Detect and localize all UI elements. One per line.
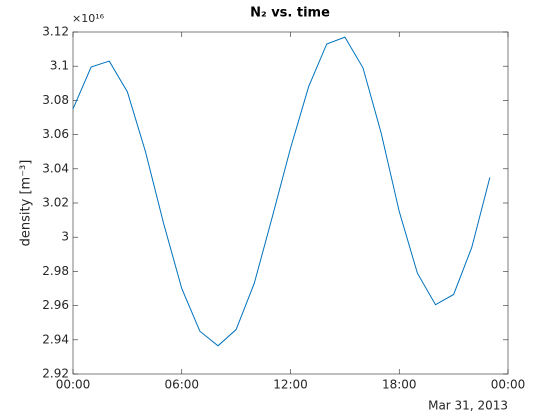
x-date-label: Mar 31, 2013 (428, 399, 508, 413)
y-tick-label: 2.98 (42, 264, 69, 278)
y-tick-label: 3.04 (42, 161, 69, 175)
y-tick-label: 2.96 (42, 298, 69, 312)
x-tick-label: 00:00 (491, 378, 526, 392)
y-tick-label: 3.08 (42, 93, 69, 107)
data-line (72, 36, 491, 347)
x-tick-label: 12:00 (273, 378, 308, 392)
y-multiplier: ×10¹⁶ (72, 12, 105, 25)
plot-box (72, 31, 509, 375)
x-tick-label: 00:00 (56, 378, 91, 392)
y-tick-label: 3.12 (42, 25, 69, 39)
y-tick-label: 3.02 (42, 196, 69, 210)
y-tick-label: 2.92 (42, 367, 69, 381)
y-axis-label: density [m⁻³] (19, 160, 34, 247)
chart-title: N₂ vs. time (250, 6, 330, 21)
y-tick-label: 2.94 (42, 332, 69, 346)
y-tick-label: 3.1 (50, 59, 69, 73)
y-tick-label: 3.06 (42, 127, 69, 141)
x-tick-label: 18:00 (382, 378, 417, 392)
y-tick-label: 3 (61, 230, 69, 244)
x-tick-label: 06:00 (164, 378, 199, 392)
